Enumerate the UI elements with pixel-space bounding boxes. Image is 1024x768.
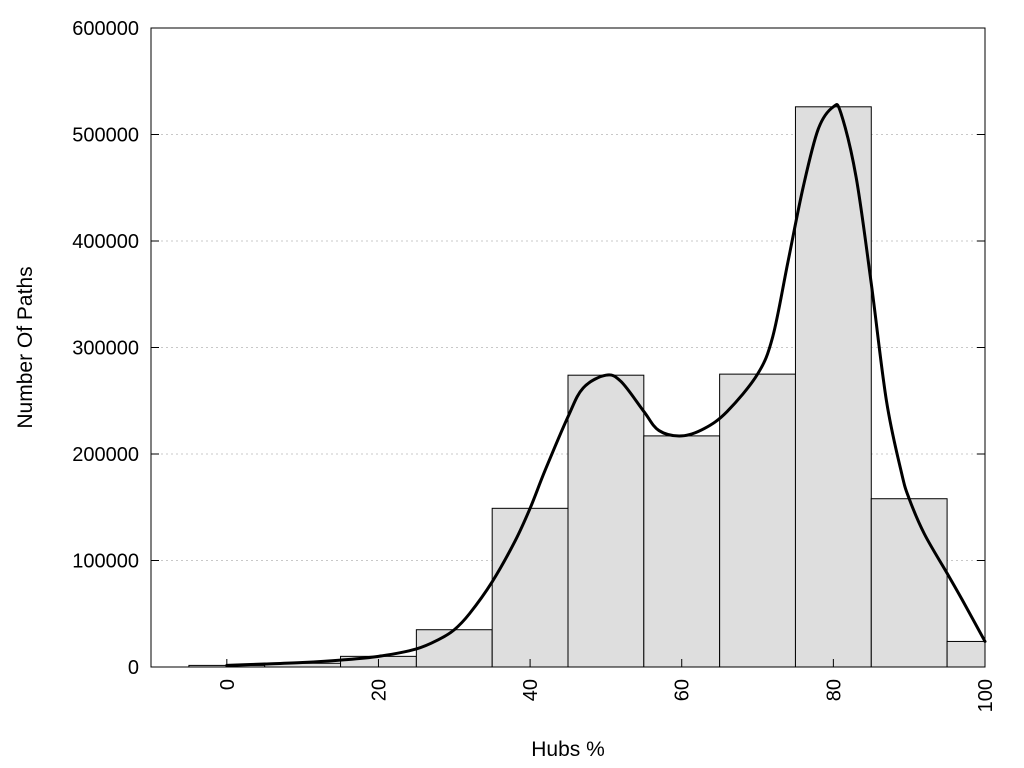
x-tick-label: 60 — [672, 679, 694, 701]
x-tick-label: 80 — [823, 679, 845, 701]
x-tick-label: 0 — [217, 679, 239, 690]
y-axis-title: Number Of Paths — [14, 266, 37, 428]
y-tick-label: 200000 — [72, 444, 139, 466]
histogram-bar — [415, 629, 493, 668]
y-tick-label: 600000 — [72, 18, 139, 40]
histogram-bar — [719, 373, 796, 668]
y-tick-label: 0 — [128, 657, 139, 679]
histogram-bar — [643, 435, 721, 668]
x-tick-label: 100 — [975, 679, 997, 712]
histogram-bar — [794, 106, 872, 668]
x-axis: 0 20 40 60 80 100 — [217, 659, 997, 712]
y-tick-label: 300000 — [72, 338, 139, 360]
x-tick-label: 20 — [368, 679, 390, 701]
density-curve — [225, 103, 987, 667]
x-axis-title: Hubs % — [531, 738, 605, 761]
histogram-bar — [946, 640, 986, 668]
histogram-bar — [491, 507, 569, 668]
y-tick-label: 500000 — [72, 125, 139, 147]
histogram-bar — [567, 374, 645, 668]
y-tick-label: 400000 — [72, 231, 139, 253]
histogram-bar — [870, 498, 948, 668]
y-tick-label: 100000 — [72, 551, 139, 573]
bars-layer — [188, 106, 986, 668]
x-tick-label: 40 — [520, 679, 542, 701]
y-axis: 0 100000 200000 300000 400000 500000 600000 — [72, 18, 985, 679]
